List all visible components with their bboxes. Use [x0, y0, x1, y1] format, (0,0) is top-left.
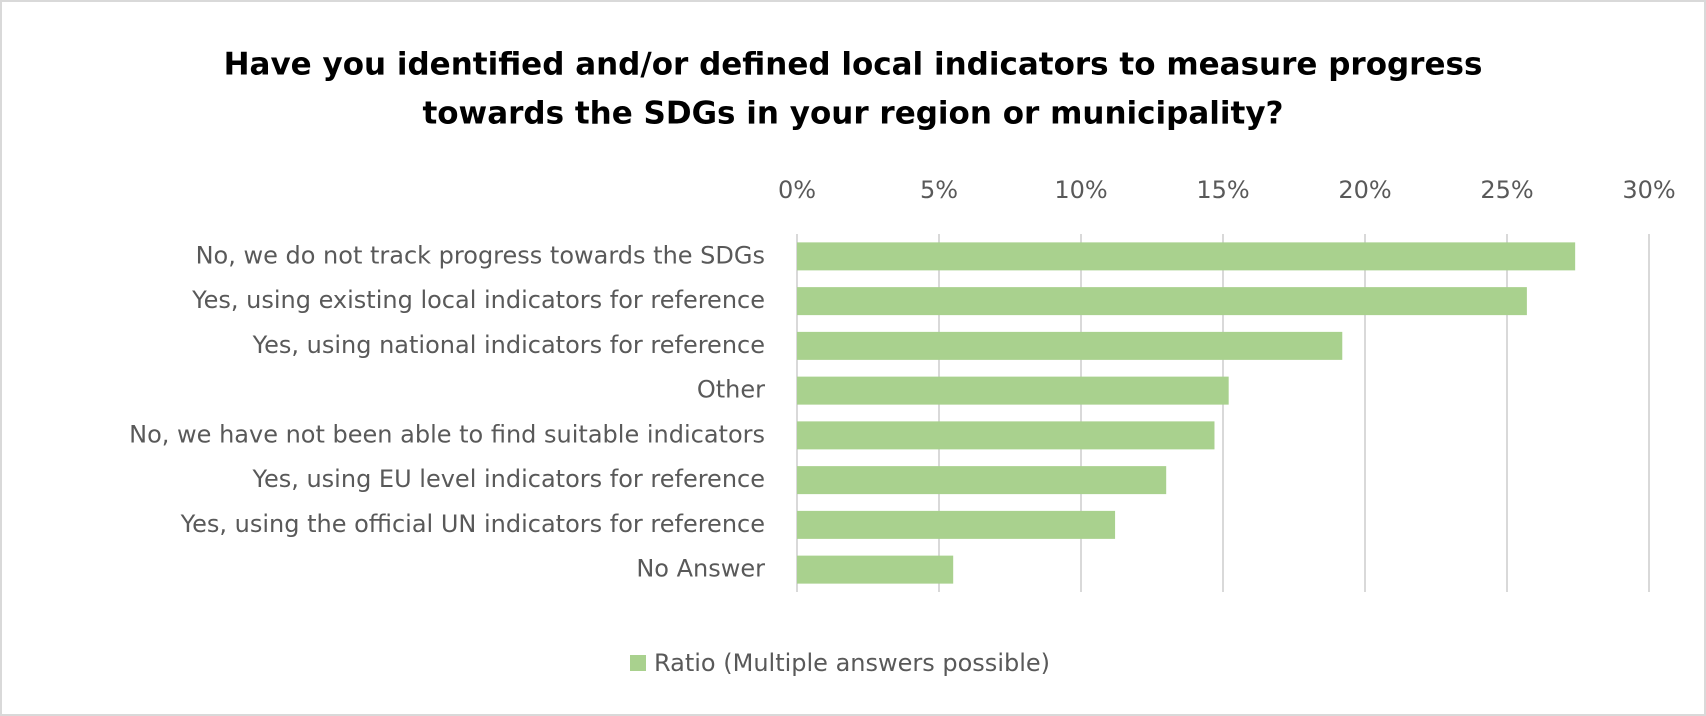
bar — [797, 376, 1229, 405]
legend-label: Ratio (Multiple answers possible) — [654, 649, 1050, 677]
x-tick-label: 10% — [1054, 176, 1107, 204]
bar — [797, 555, 954, 584]
y-tick-label: Yes, using EU level indicators for refer… — [251, 465, 765, 493]
chart-title: Have you identified and/or defined local… — [224, 47, 1483, 83]
x-tick-label: 30% — [1622, 176, 1675, 204]
legend-swatch — [630, 655, 646, 671]
x-tick-label: 5% — [920, 176, 958, 204]
bar — [797, 421, 1215, 450]
bar — [797, 510, 1116, 539]
y-tick-label: Yes, using the official UN indicators fo… — [180, 510, 765, 538]
y-tick-label: Yes, using existing local indicators for… — [191, 286, 765, 314]
bar — [797, 242, 1576, 271]
y-tick-label: No Answer — [636, 555, 765, 583]
bar — [797, 287, 1527, 316]
chart-title: towards the SDGs in your region or munic… — [422, 96, 1283, 132]
bar — [797, 331, 1343, 360]
x-tick-label: 20% — [1338, 176, 1391, 204]
x-tick-label: 0% — [778, 176, 816, 204]
bar — [797, 466, 1167, 495]
x-tick-label: 25% — [1480, 176, 1533, 204]
y-tick-label: Other — [697, 376, 765, 404]
y-tick-label: No, we do not track progress towards the… — [196, 241, 765, 269]
y-tick-label: Yes, using national indicators for refer… — [252, 331, 765, 359]
y-tick-label: No, we have not been able to find suitab… — [129, 420, 765, 448]
x-tick-label: 15% — [1196, 176, 1249, 204]
